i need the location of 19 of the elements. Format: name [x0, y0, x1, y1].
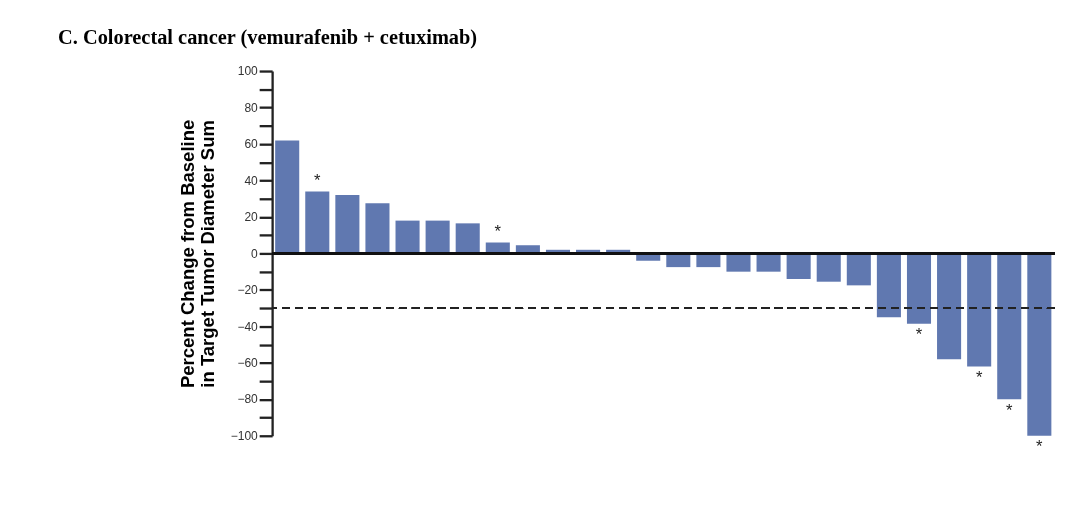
data-label: *: [1006, 401, 1014, 420]
chart-title: C. Colorectal cancer (vemurafenib + cetuximab): [58, 26, 478, 50]
y-tick-label: 80: [244, 100, 259, 115]
y-tick-label: −60: [237, 356, 259, 371]
data-label: *: [915, 325, 923, 345]
y-tick-label: 60: [244, 137, 259, 152]
data-label: *: [494, 221, 502, 241]
y-tick-label: 20: [244, 210, 259, 225]
y-tick-label: −80: [237, 392, 259, 407]
y-tick-label: −100: [230, 428, 259, 443]
y-tick-label: 40: [244, 173, 259, 188]
y-tick-label: −20: [237, 283, 259, 298]
y-tick-label: 0: [251, 246, 259, 261]
y-axis-title: Percent Change from Baseline in Target Tumor Diameter Sum: [176, 119, 219, 389]
data-label: *: [314, 170, 322, 190]
data-label: *: [1036, 437, 1044, 457]
y-tick-label: 100: [237, 64, 259, 79]
y-tick-label: −40: [237, 319, 259, 334]
data-label: *: [975, 368, 983, 388]
